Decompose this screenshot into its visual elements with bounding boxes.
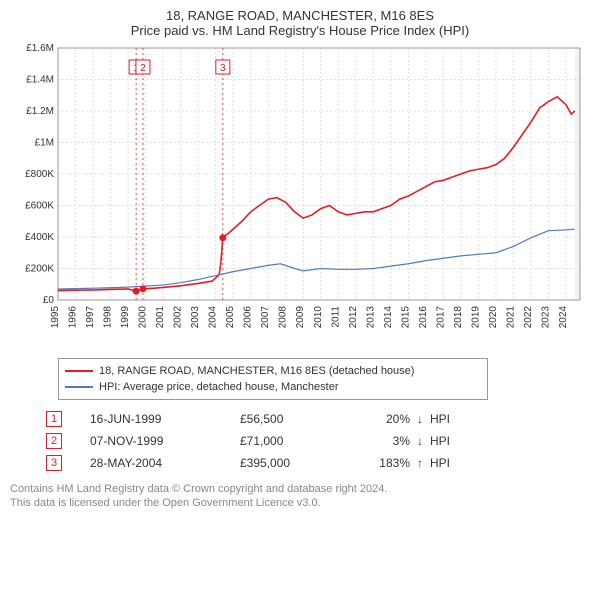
svg-text:2024: 2024 — [558, 306, 569, 329]
sale-pct: 183% — [350, 456, 410, 470]
svg-text:2017: 2017 — [435, 306, 446, 329]
sale-hpi-label: HPI — [430, 412, 450, 426]
svg-text:1998: 1998 — [103, 306, 114, 329]
svg-text:2007: 2007 — [260, 306, 271, 329]
svg-text:£1M: £1M — [35, 138, 54, 149]
sale-row: 1 16-JUN-1999 £56,500 20% ↓ HPI — [46, 408, 590, 430]
svg-text:2015: 2015 — [400, 306, 411, 329]
chart: £0 £200K £400K £600K £800K £1M £1.2M £1.4M £1.6M… — [10, 42, 590, 352]
svg-text:2006: 2006 — [243, 306, 254, 329]
svg-text:2000: 2000 — [138, 306, 149, 329]
svg-text:1996: 1996 — [68, 306, 79, 329]
svg-text:2010: 2010 — [313, 306, 324, 329]
svg-text:2019: 2019 — [470, 306, 481, 329]
sale-pct: 3% — [350, 434, 410, 448]
svg-text:2003: 2003 — [190, 306, 201, 329]
arrow-down-icon: ↓ — [410, 412, 430, 426]
svg-text:2016: 2016 — [418, 306, 429, 329]
sale-price: £71,000 — [240, 434, 350, 448]
svg-text:£200K: £200K — [25, 264, 54, 275]
legend-label-subject: 18, RANGE ROAD, MANCHESTER, M16 8ES (det… — [99, 365, 414, 377]
legend-label-hpi: HPI: Average price, detached house, Manc… — [99, 381, 339, 393]
legend-swatch-subject — [65, 370, 93, 372]
svg-text:2018: 2018 — [453, 306, 464, 329]
svg-text:2012: 2012 — [348, 306, 359, 329]
svg-text:£600K: £600K — [25, 201, 54, 212]
legend-swatch-hpi — [65, 386, 93, 388]
sale-hpi-label: HPI — [430, 456, 450, 470]
svg-text:1997: 1997 — [85, 306, 96, 329]
sale-row: 2 07-NOV-1999 £71,000 3% ↓ HPI — [46, 430, 590, 452]
sale-hpi-label: HPI — [430, 434, 450, 448]
sale-marker-icon: 1 — [46, 411, 62, 427]
sale-marker-icon: 3 — [46, 455, 62, 471]
svg-text:2023: 2023 — [540, 306, 551, 329]
sale-date: 16-JUN-1999 — [90, 412, 240, 426]
title-subtitle: Price paid vs. HM Land Registry's House … — [10, 23, 590, 38]
svg-text:2001: 2001 — [155, 306, 166, 329]
sale-date: 07-NOV-1999 — [90, 434, 240, 448]
sale-marker-icon: 2 — [46, 433, 62, 449]
svg-text:2021: 2021 — [505, 306, 516, 329]
svg-text:£1.6M: £1.6M — [26, 43, 54, 54]
sale-row: 3 28-MAY-2004 £395,000 183% ↑ HPI — [46, 452, 590, 474]
svg-text:2002: 2002 — [173, 306, 184, 329]
svg-text:2011: 2011 — [330, 306, 341, 328]
svg-text:£1.2M: £1.2M — [26, 106, 54, 117]
svg-text:£400K: £400K — [25, 232, 54, 243]
legend-item-subject: 18, RANGE ROAD, MANCHESTER, M16 8ES (det… — [65, 363, 481, 379]
sale-date: 28-MAY-2004 — [90, 456, 240, 470]
svg-text:1995: 1995 — [50, 306, 61, 329]
svg-text:2: 2 — [140, 63, 146, 74]
svg-text:2008: 2008 — [278, 306, 289, 329]
svg-text:£1.4M: £1.4M — [26, 75, 54, 86]
legend: 18, RANGE ROAD, MANCHESTER, M16 8ES (det… — [58, 358, 488, 400]
title-address: 18, RANGE ROAD, MANCHESTER, M16 8ES — [10, 8, 590, 23]
svg-text:2005: 2005 — [225, 306, 236, 329]
chart-titles: 18, RANGE ROAD, MANCHESTER, M16 8ES Pric… — [10, 8, 590, 38]
svg-text:1999: 1999 — [120, 306, 131, 329]
chart-svg: £0 £200K £400K £600K £800K £1M £1.2M £1.4M £1.6M… — [10, 42, 590, 352]
svg-text:2009: 2009 — [295, 306, 306, 329]
footer-line2: This data is licensed under the Open Gov… — [10, 496, 590, 510]
svg-text:2004: 2004 — [208, 306, 219, 329]
footer-line1: Contains HM Land Registry data © Crown c… — [10, 482, 590, 496]
sales-table: 1 16-JUN-1999 £56,500 20% ↓ HPI 2 07-NOV… — [46, 408, 590, 474]
svg-text:£800K: £800K — [25, 169, 54, 180]
legend-item-hpi: HPI: Average price, detached house, Manc… — [65, 379, 481, 395]
sale-price: £395,000 — [240, 456, 350, 470]
footer-attribution: Contains HM Land Registry data © Crown c… — [10, 482, 590, 511]
svg-text:£0: £0 — [43, 295, 55, 306]
arrow-up-icon: ↑ — [410, 456, 430, 470]
page: 18, RANGE ROAD, MANCHESTER, M16 8ES Pric… — [0, 0, 600, 590]
sale-pct: 20% — [350, 412, 410, 426]
svg-text:2020: 2020 — [488, 306, 499, 329]
svg-text:2013: 2013 — [365, 306, 376, 329]
arrow-down-icon: ↓ — [410, 434, 430, 448]
svg-text:3: 3 — [220, 63, 226, 74]
sale-price: £56,500 — [240, 412, 350, 426]
svg-text:2022: 2022 — [523, 306, 534, 329]
svg-text:2014: 2014 — [383, 306, 394, 329]
